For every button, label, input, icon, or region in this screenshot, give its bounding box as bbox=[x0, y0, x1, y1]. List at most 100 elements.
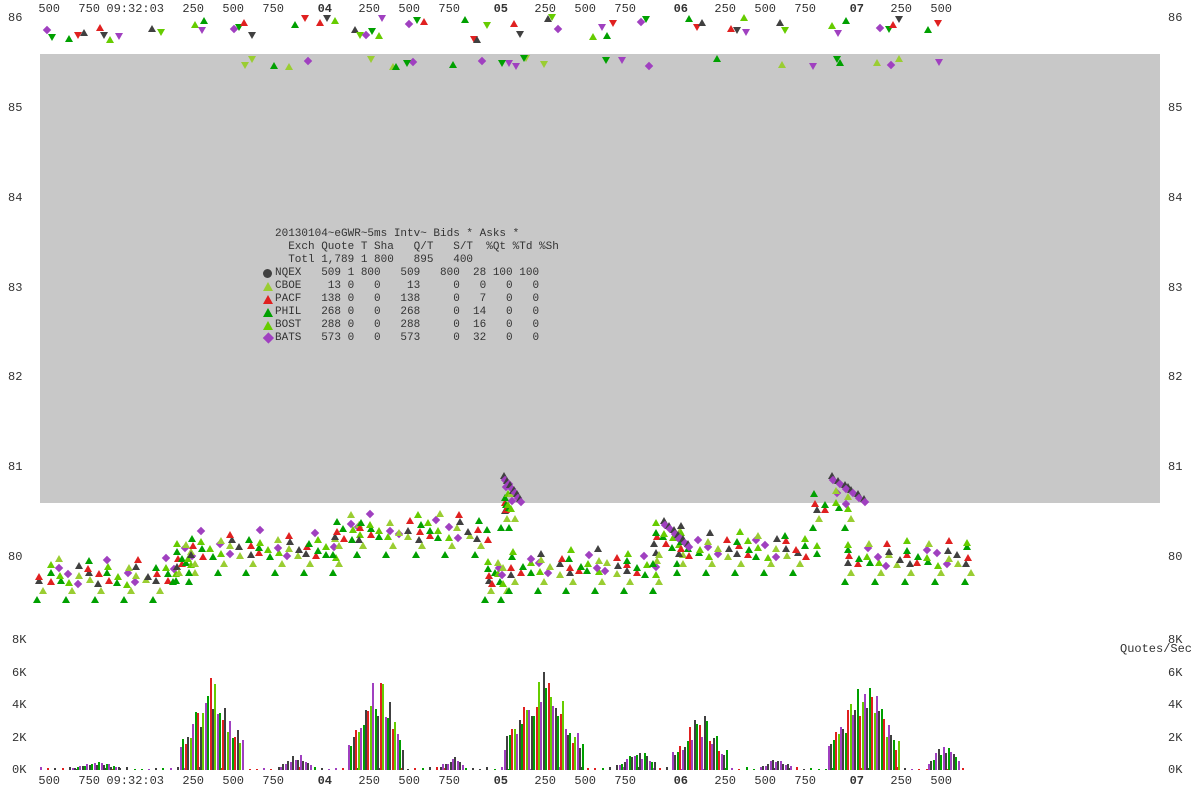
quote-marker-cboe bbox=[191, 560, 199, 567]
quote-marker-phil bbox=[403, 60, 411, 67]
quote-marker-bats bbox=[446, 524, 452, 530]
quote-marker-phil bbox=[842, 17, 850, 24]
quote-marker-cboe bbox=[873, 59, 881, 66]
quote-marker-pacf bbox=[240, 19, 248, 26]
quote-marker-phil bbox=[713, 55, 721, 62]
y-tick-left: 84 bbox=[8, 191, 22, 205]
volume-bar bbox=[958, 761, 960, 770]
quote-marker-phil bbox=[62, 596, 70, 603]
volume-bar bbox=[148, 769, 150, 770]
quote-marker-phil bbox=[382, 551, 390, 558]
quote-marker-nqex bbox=[773, 535, 781, 542]
quote-marker-nqex bbox=[895, 16, 903, 23]
quote-marker-nqex bbox=[776, 19, 784, 26]
quote-marker-cboe bbox=[708, 560, 716, 567]
quote-marker-cboe bbox=[389, 542, 397, 549]
quote-marker-bost bbox=[434, 527, 442, 534]
quote-marker-cboe bbox=[815, 515, 823, 522]
quote-marker-bost bbox=[256, 539, 264, 546]
quote-marker-phil bbox=[188, 535, 196, 542]
y-tick-right: 85 bbox=[1168, 101, 1182, 115]
quote-marker-cboe bbox=[220, 560, 228, 567]
quote-marker-phil bbox=[266, 553, 274, 560]
legend-row: PHIL 268 0 0 268 0 14 0 0 bbox=[275, 306, 559, 319]
quote-marker-phil bbox=[242, 569, 250, 576]
x-tick: 250 bbox=[714, 2, 736, 16]
quote-marker-nqex bbox=[235, 543, 243, 550]
quote-marker-bost bbox=[197, 538, 205, 545]
quote-marker-nqex bbox=[725, 545, 733, 552]
quote-marker-phil bbox=[562, 587, 570, 594]
quote-marker-bost bbox=[567, 546, 575, 553]
quote-marker-cboe bbox=[714, 545, 722, 552]
x-tick: 750 bbox=[614, 774, 636, 788]
legend-marker-cboe bbox=[263, 282, 272, 291]
quote-marker-bost bbox=[414, 511, 422, 518]
quote-marker-bats bbox=[935, 59, 943, 66]
x-tick: 500 bbox=[398, 774, 420, 788]
quote-marker-phil bbox=[339, 525, 347, 532]
quote-marker-pacf bbox=[247, 542, 255, 549]
quote-marker-nqex bbox=[537, 550, 545, 557]
quote-marker-cboe bbox=[367, 56, 375, 63]
quote-marker-pacf bbox=[945, 537, 953, 544]
x-tick: 09:32:03 bbox=[106, 2, 164, 16]
quote-marker-phil bbox=[481, 596, 489, 603]
quote-marker-bats bbox=[275, 545, 281, 551]
quote-marker-pacf bbox=[153, 570, 161, 577]
quote-marker-bats bbox=[594, 565, 600, 571]
quote-marker-bats bbox=[742, 29, 750, 36]
quote-marker-phil bbox=[833, 56, 841, 63]
quote-marker-pacf bbox=[406, 517, 414, 524]
quote-marker-cboe bbox=[865, 540, 873, 547]
quote-marker-pacf bbox=[685, 552, 693, 559]
x-tick: 250 bbox=[890, 2, 912, 16]
quote-marker-phil bbox=[623, 557, 631, 564]
quote-marker-cboe bbox=[404, 533, 412, 540]
quote-marker-pacf bbox=[488, 580, 496, 587]
quote-marker-bost bbox=[736, 528, 744, 535]
quote-marker-cboe bbox=[241, 62, 249, 69]
quote-marker-pacf bbox=[964, 554, 972, 561]
quote-marker-phil bbox=[841, 578, 849, 585]
legend-title: 20130104~eGWR~5ms Intv~ Bids * Asks * bbox=[275, 228, 559, 241]
quote-marker-pacf bbox=[134, 556, 142, 563]
quote-marker-cboe bbox=[418, 542, 426, 549]
quote-marker-bost bbox=[424, 519, 432, 526]
quote-marker-bost bbox=[536, 568, 544, 575]
quote-marker-cboe bbox=[236, 552, 244, 559]
quote-marker-phil bbox=[149, 596, 157, 603]
quote-marker-phil bbox=[329, 569, 337, 576]
quote-marker-bats bbox=[618, 57, 626, 64]
quote-marker-bost bbox=[484, 558, 492, 565]
quote-marker-nqex bbox=[75, 562, 83, 569]
quote-marker-pacf bbox=[613, 554, 621, 561]
quote-marker-phil bbox=[214, 569, 222, 576]
volume-bar bbox=[328, 769, 330, 770]
quote-marker-phil bbox=[821, 501, 829, 508]
quote-marker-bats bbox=[56, 565, 62, 571]
quote-marker-phil bbox=[209, 553, 217, 560]
quote-marker-bats bbox=[367, 511, 373, 517]
quote-marker-phil bbox=[901, 578, 909, 585]
quote-marker-bost bbox=[375, 527, 383, 534]
quote-marker-bats bbox=[44, 27, 50, 33]
quote-marker-bost bbox=[863, 553, 871, 560]
quote-marker-nqex bbox=[144, 573, 152, 580]
quote-marker-phil bbox=[903, 547, 911, 554]
quote-marker-cboe bbox=[595, 557, 603, 564]
quote-marker-bats bbox=[499, 572, 505, 578]
quote-marker-cboe bbox=[156, 587, 164, 594]
quote-marker-bost bbox=[173, 540, 181, 547]
quote-marker-phil bbox=[733, 538, 741, 545]
quote-marker-phil bbox=[781, 532, 789, 539]
quote-marker-phil bbox=[91, 596, 99, 603]
quote-marker-phil bbox=[357, 519, 365, 526]
quote-marker-cboe bbox=[877, 569, 885, 576]
quote-marker-bost bbox=[652, 519, 660, 526]
volume-bar bbox=[342, 768, 344, 770]
quote-marker-phil bbox=[685, 15, 693, 22]
volume-bar bbox=[310, 765, 312, 770]
quote-marker-bost bbox=[162, 564, 170, 571]
volume-bar bbox=[479, 769, 481, 770]
